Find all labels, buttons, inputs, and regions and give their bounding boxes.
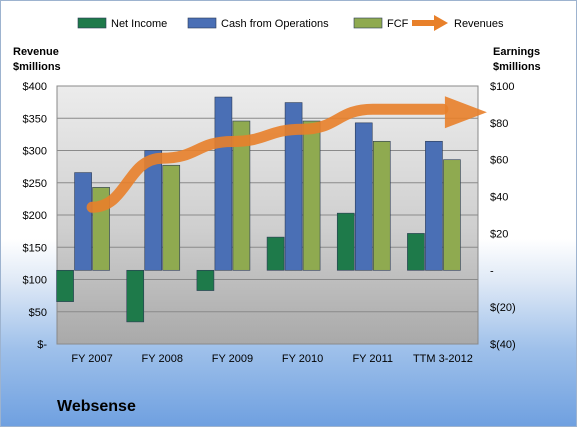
x-tick-label: TTM 3-2012 bbox=[413, 353, 473, 365]
fcf-bar bbox=[443, 159, 461, 271]
net-income-bar bbox=[336, 212, 355, 271]
legend-label-revenues: Revenues bbox=[454, 18, 504, 30]
fcf-bar bbox=[162, 164, 181, 271]
left-tick-label: $250 bbox=[23, 178, 47, 190]
legend-swatch-fcf bbox=[353, 17, 383, 29]
left-axis-ticks: $- $50 $100 $150 $200 $250 $300 $350 $400 bbox=[23, 81, 48, 351]
legend-swatch-net-income bbox=[77, 17, 107, 29]
axis-titles: Revenue $millions Earnings $millions bbox=[13, 46, 541, 73]
left-tick-label: $200 bbox=[23, 210, 47, 222]
legend-swatch-cash-from-operations bbox=[187, 17, 217, 29]
cash-from-operations-bar bbox=[284, 102, 303, 271]
left-axis-title: Revenue $millions bbox=[13, 46, 61, 73]
left-tick-label: $300 bbox=[23, 146, 47, 158]
x-tick-label: FY 2007 bbox=[71, 353, 112, 365]
right-tick-label: $100 bbox=[490, 81, 514, 93]
fcf-bar bbox=[372, 140, 391, 271]
x-tick-label: FY 2011 bbox=[352, 353, 393, 365]
cash-from-operations-bar bbox=[354, 122, 373, 271]
legend-label-fcf: FCF bbox=[387, 18, 409, 30]
net-income-bar bbox=[56, 269, 74, 302]
cash-from-operations-bar bbox=[214, 96, 233, 271]
cash-from-operations-bar bbox=[425, 140, 443, 271]
x-tick-label: FY 2010 bbox=[282, 353, 323, 365]
company-name: Websense bbox=[57, 398, 136, 415]
left-tick-label: $350 bbox=[23, 113, 47, 125]
cash-from-operations-bar bbox=[74, 172, 92, 271]
right-tick-label: $40 bbox=[490, 192, 508, 204]
legend-label-cash-from-operations: Cash from Operations bbox=[221, 18, 329, 30]
fcf-bar bbox=[232, 120, 251, 271]
left-tick-label: $50 bbox=[29, 307, 47, 319]
right-axis-title: Earnings $millions bbox=[493, 46, 541, 73]
left-tick-label: $150 bbox=[23, 242, 47, 254]
left-tick-label: $- bbox=[37, 339, 47, 351]
x-axis-ticks: FY 2007 FY 2008 FY 2009 FY 2010 FY 2011 TTM 3… bbox=[71, 353, 472, 365]
right-tick-label: $60 bbox=[490, 155, 508, 167]
right-axis-ticks: $(40) $(20) - $20 $40 $60 $80 $100 bbox=[490, 81, 516, 351]
left-tick-label: $400 bbox=[23, 81, 47, 93]
right-tick-label: $80 bbox=[490, 118, 508, 130]
x-tick-label: FY 2009 bbox=[212, 353, 253, 365]
net-income-bar bbox=[266, 236, 285, 271]
revenues-arrowhead bbox=[444, 96, 487, 129]
x-tick-label: FY 2008 bbox=[142, 353, 183, 365]
right-tick-label: $(20) bbox=[490, 302, 516, 314]
net-income-bar bbox=[196, 269, 215, 291]
fcf-bar bbox=[302, 120, 321, 271]
net-income-bar bbox=[126, 269, 145, 323]
revenues-arrow bbox=[86, 96, 487, 213]
left-tick-label: $100 bbox=[23, 275, 47, 287]
revenues-line bbox=[86, 103, 449, 213]
bars bbox=[56, 96, 461, 323]
net-income-bar bbox=[407, 233, 425, 271]
right-tick-label: - bbox=[490, 265, 494, 277]
legend-arrow-revenues bbox=[434, 15, 448, 31]
legend-label-net-income: Net Income bbox=[111, 18, 167, 30]
cash-from-operations-bar bbox=[144, 150, 163, 271]
right-tick-label: $20 bbox=[490, 228, 508, 240]
legend: Net Income Cash from Operations FCF Revenue… bbox=[77, 15, 504, 31]
right-tick-label: $(40) bbox=[490, 339, 516, 351]
